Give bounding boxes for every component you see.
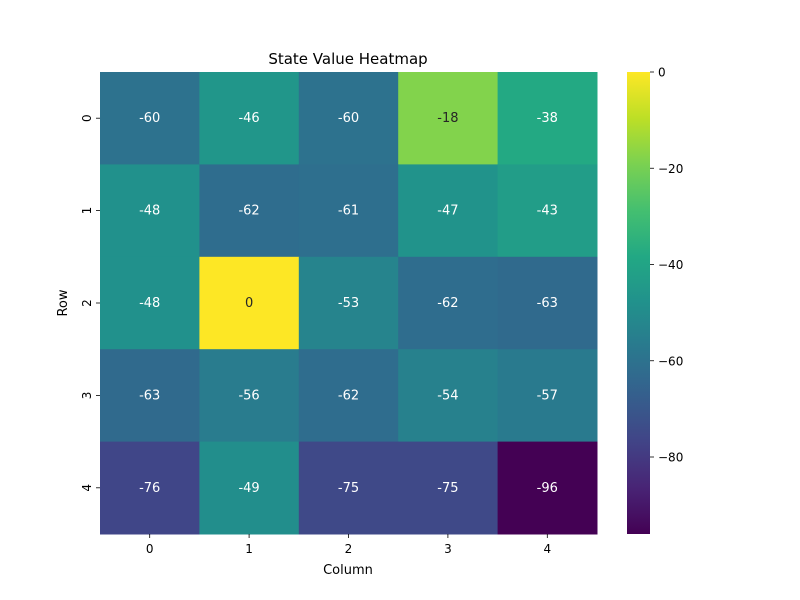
- cell-value-label-r3-c1: -56: [238, 388, 259, 403]
- y-tick-label-3: 3: [80, 392, 94, 400]
- colorbar-tick-label-4: −80: [658, 451, 683, 465]
- heatmap-cell-r0-c1: [199, 72, 300, 165]
- heatmap-cell-r3-c3: [398, 349, 499, 443]
- heatmap-cell-r3-c1: [199, 349, 300, 443]
- cell-value-label-r0-c4: -38: [537, 111, 558, 126]
- heatmap-cell-r2-c0: [100, 256, 200, 350]
- cell-value-label-r2-c3: -62: [437, 296, 458, 311]
- colorbar-tick-label-2: −40: [658, 258, 683, 272]
- x-tick-label-4: 4: [543, 542, 551, 556]
- chart-title: State Value Heatmap: [268, 50, 427, 68]
- x-tick-label-1: 1: [245, 542, 253, 556]
- heatmap-cell-r1-c1: [199, 164, 300, 258]
- heatmap-cell-r1-c0: [100, 164, 200, 258]
- y-tick-label-1: 1: [80, 207, 94, 215]
- cell-value-label-r4-c0: -76: [139, 481, 160, 496]
- heatmap-cell-r0-c3: [398, 72, 499, 165]
- x-tick-label-2: 2: [345, 542, 353, 556]
- cell-value-label-r1-c3: -47: [437, 204, 458, 219]
- cell-value-label-r2-c4: -63: [537, 296, 558, 311]
- heatmap-cell-r3-c2: [298, 349, 399, 443]
- cell-value-label-r1-c0: -48: [139, 204, 160, 219]
- heatmap-cells: [100, 72, 598, 535]
- heatmap-axes: 0 1 2 3 4 0 1 2 3 4: [80, 114, 551, 556]
- heatmap-cell-r4-c0: [100, 441, 200, 535]
- heatmap-cell-r2-c2: [298, 256, 399, 350]
- y-tick-label-4: 4: [80, 484, 94, 492]
- cell-value-label-r3-c3: -54: [437, 388, 458, 403]
- cell-value-label-r2-c0: -48: [139, 296, 160, 311]
- cell-value-label-r4-c3: -75: [437, 481, 458, 496]
- x-tick-label-0: 0: [146, 542, 154, 556]
- heatmap-cell-r3-c0: [100, 349, 200, 443]
- cell-value-label-r2-c1: 0: [245, 296, 253, 311]
- cell-value-label-r1-c1: -62: [238, 204, 259, 219]
- cell-value-label-r1-c4: -43: [537, 204, 558, 219]
- x-tick-label-3: 3: [444, 542, 452, 556]
- cell-value-label-r4-c2: -75: [338, 481, 359, 496]
- heatmap-cell-r2-c4: [497, 256, 598, 350]
- heatmap-cell-r1-c3: [398, 164, 499, 258]
- cell-value-label-r1-c2: -61: [338, 204, 359, 219]
- y-tick-label-2: 2: [80, 299, 94, 307]
- heatmap-cell-r1-c2: [298, 164, 399, 258]
- heatmap-cell-r2-c3: [398, 256, 499, 350]
- cell-value-label-r0-c2: -60: [338, 111, 359, 126]
- heatmap-cell-r0-c2: [298, 72, 399, 165]
- colorbar: 0 −20 −40 −60 −80: [627, 66, 683, 534]
- heatmap-cell-r3-c4: [497, 349, 598, 443]
- y-tick-label-0: 0: [80, 114, 94, 122]
- cell-value-label-r2-c2: -53: [338, 296, 359, 311]
- heatmap-cell-r4-c3: [398, 441, 499, 535]
- cell-value-label-r3-c4: -57: [537, 388, 558, 403]
- x-axis-label: Column: [323, 563, 373, 578]
- colorbar-gradient: [627, 72, 650, 534]
- cell-value-label-r4-c4: -96: [537, 481, 558, 496]
- heatmap-cell-r4-c4: [497, 441, 598, 535]
- cell-value-label-r0-c3: -18: [437, 111, 458, 126]
- heatmap-cell-r4-c2: [298, 441, 399, 535]
- cell-value-label-r0-c1: -46: [238, 111, 259, 126]
- heatmap-cell-r1-c4: [497, 164, 598, 258]
- cell-value-label-r3-c2: -62: [338, 388, 359, 403]
- cell-value-label-r0-c0: -60: [139, 111, 160, 126]
- colorbar-tick-label-3: −60: [658, 354, 683, 368]
- colorbar-tick-label-0: 0: [658, 66, 666, 80]
- heatmap-cell-r4-c1: [199, 441, 300, 535]
- heatmap-cell-r0-c0: [100, 72, 200, 165]
- cell-value-label-r4-c1: -49: [238, 481, 259, 496]
- colorbar-tick-label-1: −20: [658, 162, 683, 176]
- heatmap-cell-r0-c4: [497, 72, 598, 165]
- heatmap-cell-labels: -60 -46 -60 -18 -38 -48 -62 -61 -47 -43 -48 0 -53 -62…: [139, 111, 558, 496]
- cell-value-label-r3-c0: -63: [139, 388, 160, 403]
- y-axis-label: Row: [56, 289, 71, 316]
- heatmap-cell-r2-c1: [199, 256, 300, 350]
